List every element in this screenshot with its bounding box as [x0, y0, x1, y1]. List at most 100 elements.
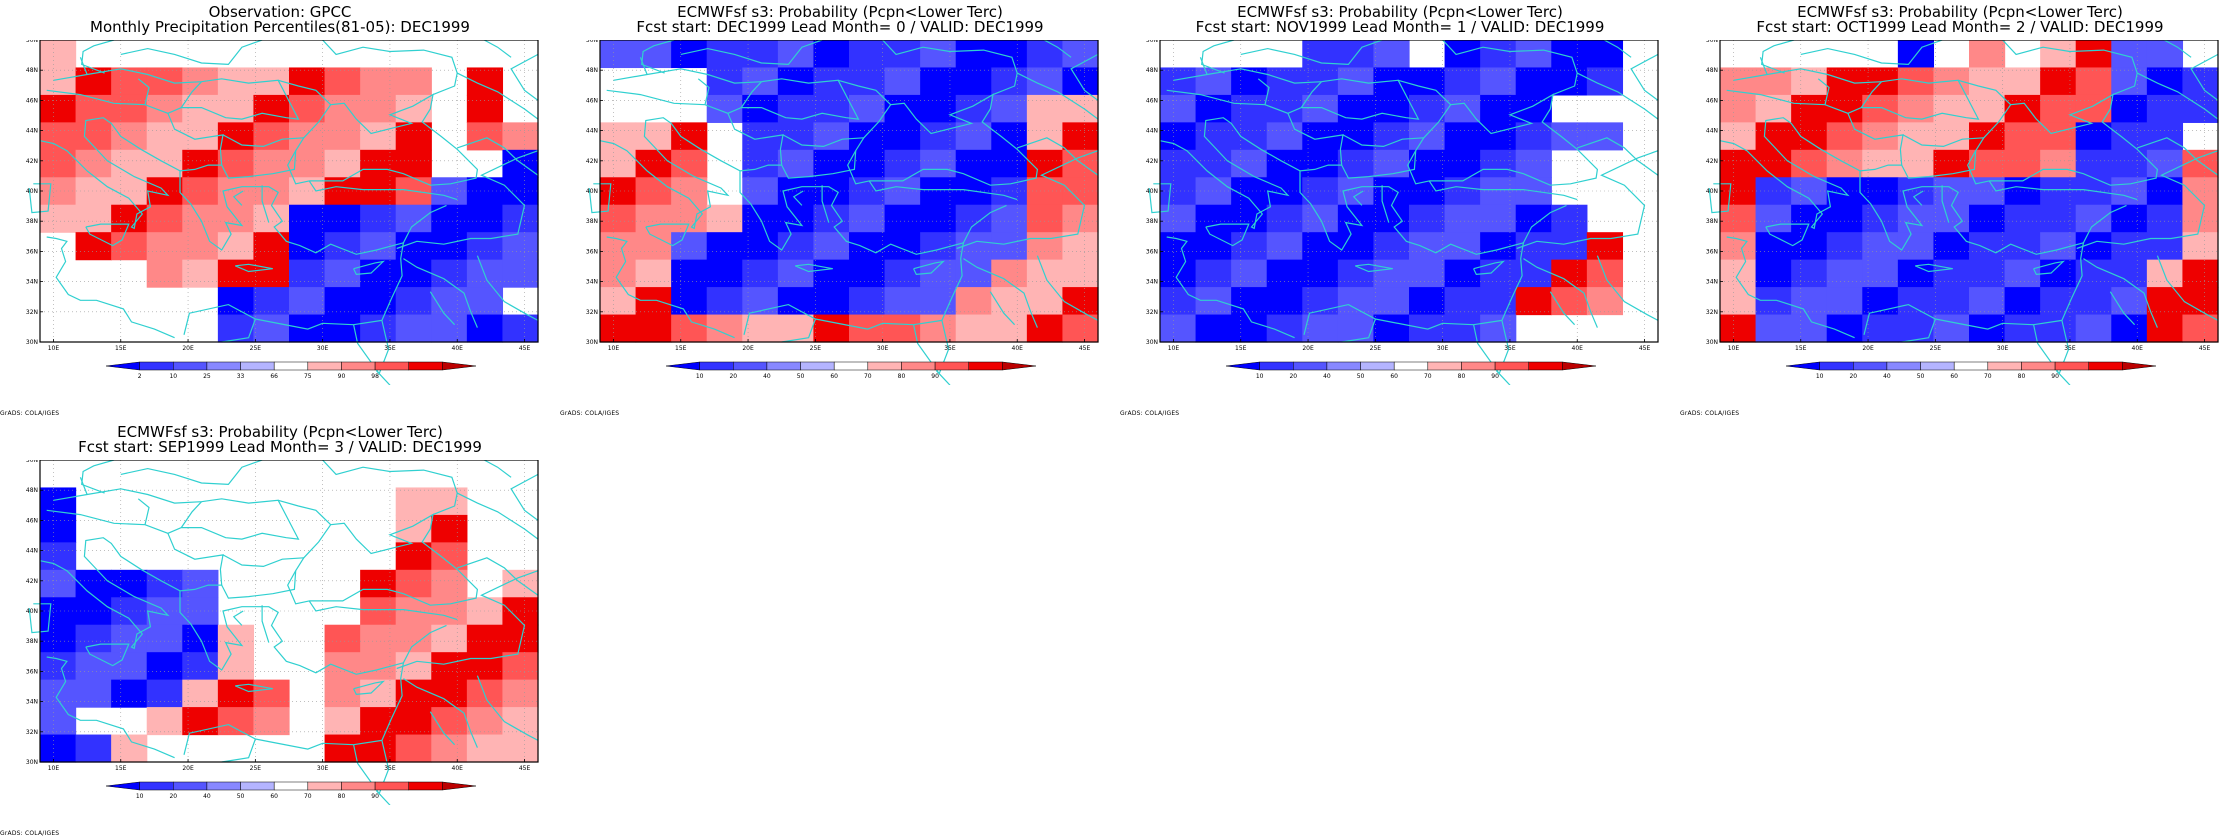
colorbar-swatch — [1326, 361, 1361, 371]
grid-cell — [955, 67, 992, 96]
colorbar-swatch — [1002, 361, 1037, 371]
grid-cell — [1195, 67, 1232, 96]
lon-tick-label: 10E — [608, 345, 620, 352]
grid-cell — [2004, 287, 2041, 316]
grid-cell — [466, 122, 504, 151]
lat-tick-label: 38N — [26, 218, 38, 225]
grads-credit: GrADS: COLA/IGES — [0, 830, 60, 837]
grid-cell — [1231, 232, 1268, 261]
lat-tick-label: 48N — [26, 67, 38, 74]
grid-cell — [1231, 287, 1268, 316]
grid-cell — [1720, 177, 1757, 206]
grid-cell — [920, 40, 957, 69]
grads-credit: GrADS: COLA/IGES — [1120, 410, 1180, 417]
grid-cell — [1515, 94, 1552, 123]
panel-obs: Observation: GPCC Monthly Precipitation … — [0, 0, 560, 420]
grid-cell — [75, 232, 112, 261]
grid-cell — [1409, 67, 1446, 96]
grid-cell — [253, 287, 290, 316]
grid-cell — [466, 94, 504, 123]
grid-cell — [1160, 314, 1197, 343]
colorbar-swatch — [2021, 361, 2056, 371]
grid-cell — [1515, 40, 1552, 69]
colorbar-label: 20 — [169, 793, 177, 800]
lon-tick-label: 25E — [1370, 345, 1382, 352]
grid-cell — [431, 232, 468, 261]
lon-tick-label: 40E — [1572, 345, 1584, 352]
colorbar-label: 40 — [203, 793, 211, 800]
colorbar-swatch — [307, 781, 342, 791]
panel-lead3: ECMWFsf s3: Probability (Pcpn<Lower Terc… — [0, 420, 560, 840]
grid-cell — [360, 94, 397, 123]
grid-cell — [253, 177, 290, 206]
grid-cell — [2075, 204, 2112, 233]
grid-cell — [1444, 67, 1481, 96]
grid-cell — [1969, 287, 2006, 316]
grid-cell — [2075, 40, 2112, 69]
grid-cell — [324, 287, 361, 316]
grid-cell — [1373, 177, 1410, 206]
colorbar-label: 20 — [729, 373, 737, 380]
lon-tick-label: 40E — [1012, 345, 1024, 352]
grid-cell — [1933, 259, 1970, 288]
grid-cell — [920, 67, 957, 96]
colorbar-swatch — [1360, 361, 1395, 371]
lat-tick-label: 32N — [586, 309, 598, 316]
grid-cell — [1551, 259, 1588, 288]
grid-cell — [991, 149, 1028, 178]
grid-cell — [1586, 232, 1624, 261]
grid-cell — [1373, 287, 1410, 316]
grid-cell — [431, 204, 468, 233]
grid-cell — [1231, 204, 1268, 233]
colorbar-swatch — [206, 361, 241, 371]
grid-cell — [1160, 177, 1197, 206]
grid-cell — [2111, 259, 2148, 288]
colorbar: 10 20 40 50 60 70 80 90 — [665, 361, 1037, 380]
grid-cell — [502, 652, 539, 681]
lat-tick-label: 46N — [1146, 97, 1158, 104]
grid-cell — [1933, 314, 1970, 343]
lat-tick-label: 46N — [1706, 97, 1718, 104]
grid-cell — [1515, 287, 1552, 316]
grid-cell — [1409, 204, 1446, 233]
grid-cell — [1160, 94, 1197, 123]
grid-cell — [1409, 232, 1446, 261]
colorbar-label: 66 — [270, 373, 278, 380]
colorbar-label: 70 — [1424, 373, 1432, 380]
grid-cell — [360, 122, 397, 151]
grid-cell — [777, 149, 815, 178]
lon-tick-label: 20E — [1302, 345, 1314, 352]
lat-labels: 30N 32N 34N 36N 38N 40N 42N 44N 46N 48N 50N — [26, 460, 43, 766]
colorbar-swatch — [665, 361, 700, 371]
grid-cell — [884, 122, 921, 151]
grid-cell — [920, 314, 957, 343]
grid-cell — [2146, 40, 2184, 69]
colorbar-label: 60 — [830, 373, 838, 380]
grid-cell — [955, 40, 992, 69]
colorbar-swatch — [173, 361, 208, 371]
grid-cell — [40, 624, 77, 653]
colorbar: 10 20 40 50 60 70 80 90 — [1785, 361, 2157, 380]
lat-labels: 30N 32N 34N 36N 38N 40N 42N 44N 46N 48N 50N — [586, 40, 603, 346]
grid-cell — [777, 287, 815, 316]
lon-tick-label: 20E — [182, 765, 194, 772]
grid-cell — [324, 679, 361, 708]
grid-cell — [253, 149, 290, 178]
grid-cell — [324, 734, 361, 763]
lon-labels: 10E 15E 20E 25E 30E 35E 40E 45E — [608, 339, 1090, 352]
grid-cell — [146, 652, 183, 681]
grid-cell — [1480, 314, 1517, 343]
grid-cell — [1302, 259, 1339, 288]
grid-cell — [1373, 40, 1410, 69]
grid-cell — [1791, 287, 1828, 316]
grid-cells — [600, 40, 1099, 343]
panel-lead0: ECMWFsf s3: Probability (Pcpn<Lower Terc… — [560, 0, 1120, 420]
lat-tick-label: 30N — [26, 759, 38, 766]
grid-cell — [40, 67, 77, 96]
grid-cell — [75, 679, 112, 708]
grid-cell — [1826, 122, 1863, 151]
lat-tick-label: 50N — [26, 40, 38, 44]
grid-cell — [466, 624, 504, 653]
grid-cell — [1933, 204, 1970, 233]
grid-cell — [1755, 287, 1792, 316]
